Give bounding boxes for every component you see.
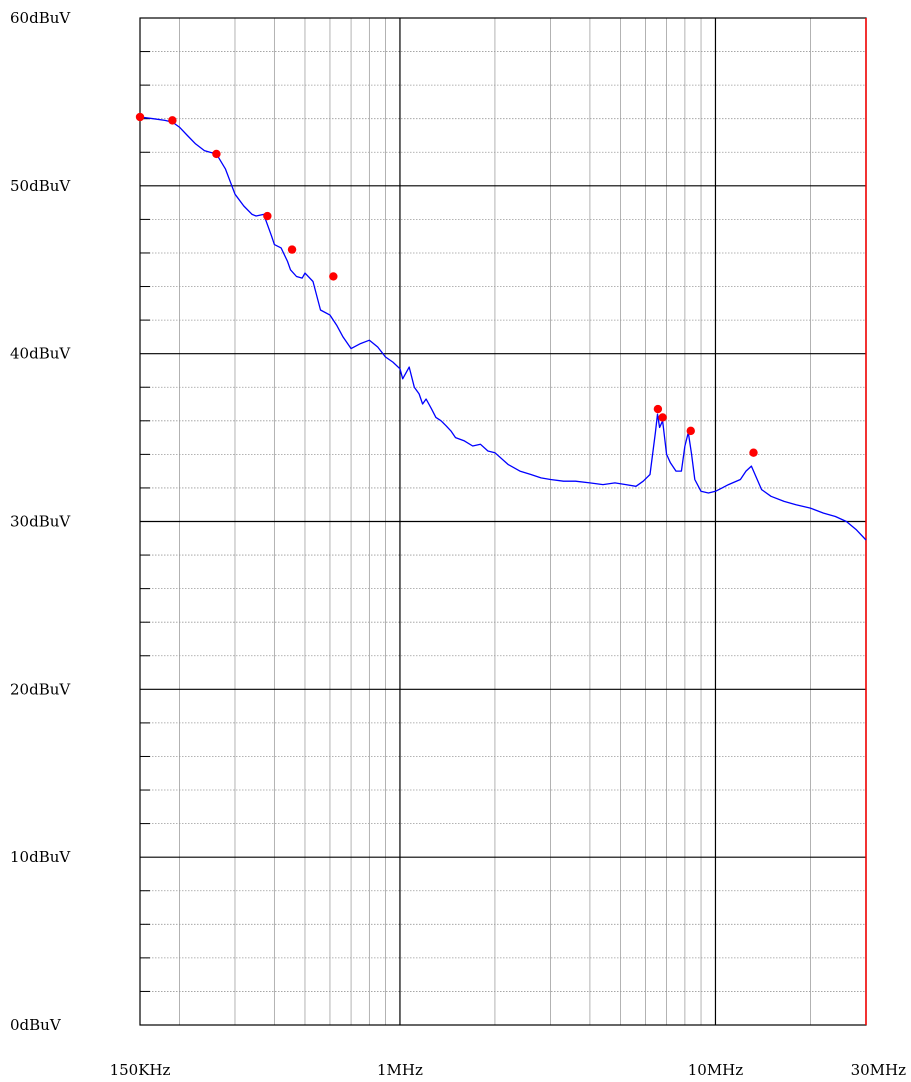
y-tick-label: 50dBuV <box>10 177 71 195</box>
y-axis-tick-labels: 0dBuV 10dBuV 20dBuV 30dBuV 40dBuV 50dBuV 60dBu… <box>10 9 71 1034</box>
peak-marker <box>287 245 297 254</box>
x-tick-label: 1MHz <box>377 1061 423 1079</box>
series-layer <box>139 116 867 541</box>
x-tick-label: 150KHz <box>110 1061 171 1079</box>
major-grid <box>140 18 866 1025</box>
x-tick-label: 30MHz <box>851 1061 907 1079</box>
y-tick-label: 30dBuV <box>10 513 71 531</box>
x-tick-label: 10MHz <box>688 1061 744 1079</box>
x-axis-tick-labels: 150KHz 1MHz 10MHz 30MHz <box>110 1061 907 1079</box>
marker-layer <box>135 112 758 457</box>
y-tick-label: 40dBuV <box>10 345 71 363</box>
spectrum-trace-line <box>139 116 867 541</box>
y-tick-label: 0dBuV <box>10 1016 62 1034</box>
peak-marker <box>168 116 177 125</box>
peak-marker <box>653 404 663 414</box>
peak-marker <box>686 426 695 436</box>
y-tick-label: 10dBuV <box>10 848 71 866</box>
peak-marker <box>263 211 272 221</box>
peak-marker <box>329 272 338 281</box>
peak-marker <box>749 448 758 457</box>
peak-marker <box>658 413 667 422</box>
peak-marker <box>212 149 221 159</box>
y-tick-label: 20dBuV <box>10 680 71 698</box>
peak-marker <box>135 112 145 122</box>
y-tick-label: 60dBuV <box>10 9 71 27</box>
